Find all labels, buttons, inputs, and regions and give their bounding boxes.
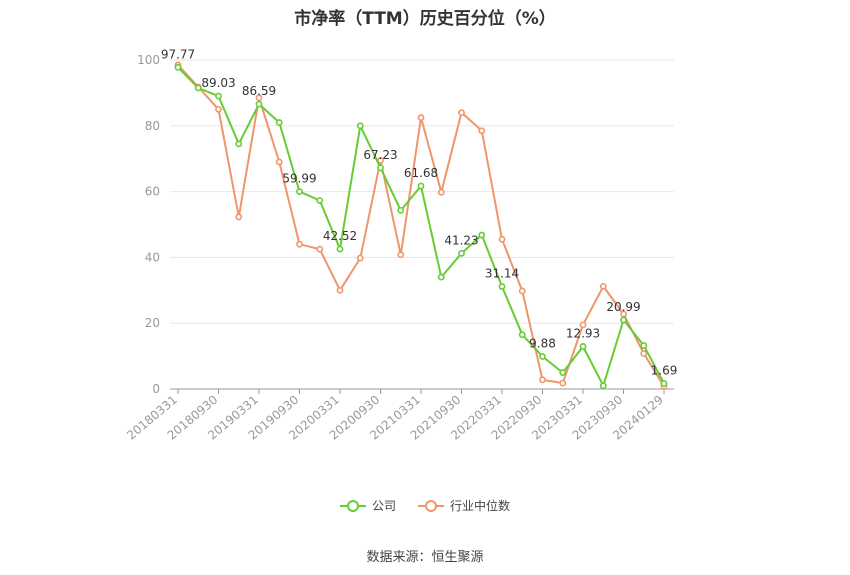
company-point[interactable]: [255, 100, 263, 108]
industry-point[interactable]: [255, 94, 263, 102]
industry-point[interactable]: [437, 188, 445, 196]
company-point[interactable]: [174, 63, 182, 71]
y-tick-label: 100: [137, 53, 160, 67]
data-labels: 97.77 89.03 86.59 59.99 42.52 67.23 61.68 41.23…: [161, 47, 678, 377]
company-point[interactable]: [275, 119, 283, 126]
legend-industry-label: 行业中位数: [450, 499, 511, 513]
industry-point[interactable]: [518, 287, 526, 295]
industry-point[interactable]: [478, 127, 486, 135]
legend-item-industry[interactable]: 行业中位数: [418, 497, 510, 514]
industry-point[interactable]: [235, 213, 243, 221]
industry-point[interactable]: [316, 245, 324, 253]
industry-point[interactable]: [599, 282, 607, 290]
industry-point[interactable]: [275, 158, 283, 166]
company-point[interactable]: [478, 231, 486, 239]
legend-company-label: 公司: [371, 499, 396, 513]
company-point[interactable]: [377, 164, 384, 172]
company-point[interactable]: [458, 249, 465, 257]
company-point[interactable]: [498, 283, 506, 290]
industry-point[interactable]: [498, 235, 506, 243]
industry-point[interactable]: [559, 379, 567, 387]
company-point[interactable]: [235, 140, 243, 148]
industry-point[interactable]: [397, 251, 405, 259]
y-tick-label: 80: [145, 119, 160, 133]
legend-item-company[interactable]: 公司: [339, 497, 396, 514]
company-data-label: 42.52: [323, 229, 357, 243]
legend: 公司 行业中位数: [0, 497, 850, 514]
company-point[interactable]: [397, 206, 405, 214]
company-data-label: 59.99: [282, 172, 316, 186]
y-tick-label: 60: [145, 185, 160, 199]
company-data-label: 31.14: [485, 267, 519, 281]
company-data-label: 1.69: [651, 363, 678, 377]
company-point[interactable]: [194, 84, 202, 92]
company-data-label: 41.23: [444, 233, 478, 247]
company-data-label: 9.88: [529, 336, 556, 350]
company-point[interactable]: [215, 92, 222, 100]
company-point[interactable]: [559, 369, 567, 376]
company-data-label: 67.23: [363, 148, 397, 162]
y-tick-label: 0: [152, 382, 160, 396]
industry-point[interactable]: [640, 350, 648, 357]
company-point[interactable]: [660, 380, 668, 387]
company-point[interactable]: [336, 245, 344, 253]
company-point[interactable]: [579, 343, 587, 350]
industry-point[interactable]: [336, 286, 344, 294]
data-source: 数据来源：恒生聚源: [366, 550, 484, 565]
company-data-label: 97.77: [161, 47, 195, 61]
industry-point[interactable]: [215, 105, 222, 113]
company-point[interactable]: [356, 122, 364, 130]
company-data-label: 61.68: [404, 166, 438, 180]
company-point[interactable]: [316, 197, 324, 204]
chart-title: 市净率（TTM）历史百分位（%）: [294, 9, 556, 29]
company-point[interactable]: [518, 331, 526, 339]
company-data-label: 89.03: [201, 76, 235, 90]
legend-industry-marker: [418, 499, 444, 512]
legend-company-marker: [339, 499, 366, 512]
industry-point[interactable]: [539, 376, 546, 384]
company-point[interactable]: [437, 273, 445, 281]
company-point[interactable]: [296, 188, 303, 196]
industry-point[interactable]: [356, 254, 364, 262]
company-point[interactable]: [640, 342, 648, 349]
company-data-label: 86.59: [242, 84, 276, 98]
company-point[interactable]: [539, 353, 546, 360]
series-layer: [174, 61, 668, 390]
company-point[interactable]: [417, 182, 425, 190]
industry-point[interactable]: [417, 114, 425, 121]
y-tick-label: 20: [145, 316, 160, 330]
industry-point[interactable]: [296, 240, 303, 248]
industry-point[interactable]: [579, 321, 587, 329]
company-point[interactable]: [599, 382, 607, 390]
company-point[interactable]: [620, 316, 627, 324]
company-data-label: 20.99: [606, 300, 640, 314]
y-tick-label: 40: [145, 250, 160, 264]
company-data-label: 12.93: [566, 326, 600, 340]
industry-point[interactable]: [458, 109, 465, 117]
